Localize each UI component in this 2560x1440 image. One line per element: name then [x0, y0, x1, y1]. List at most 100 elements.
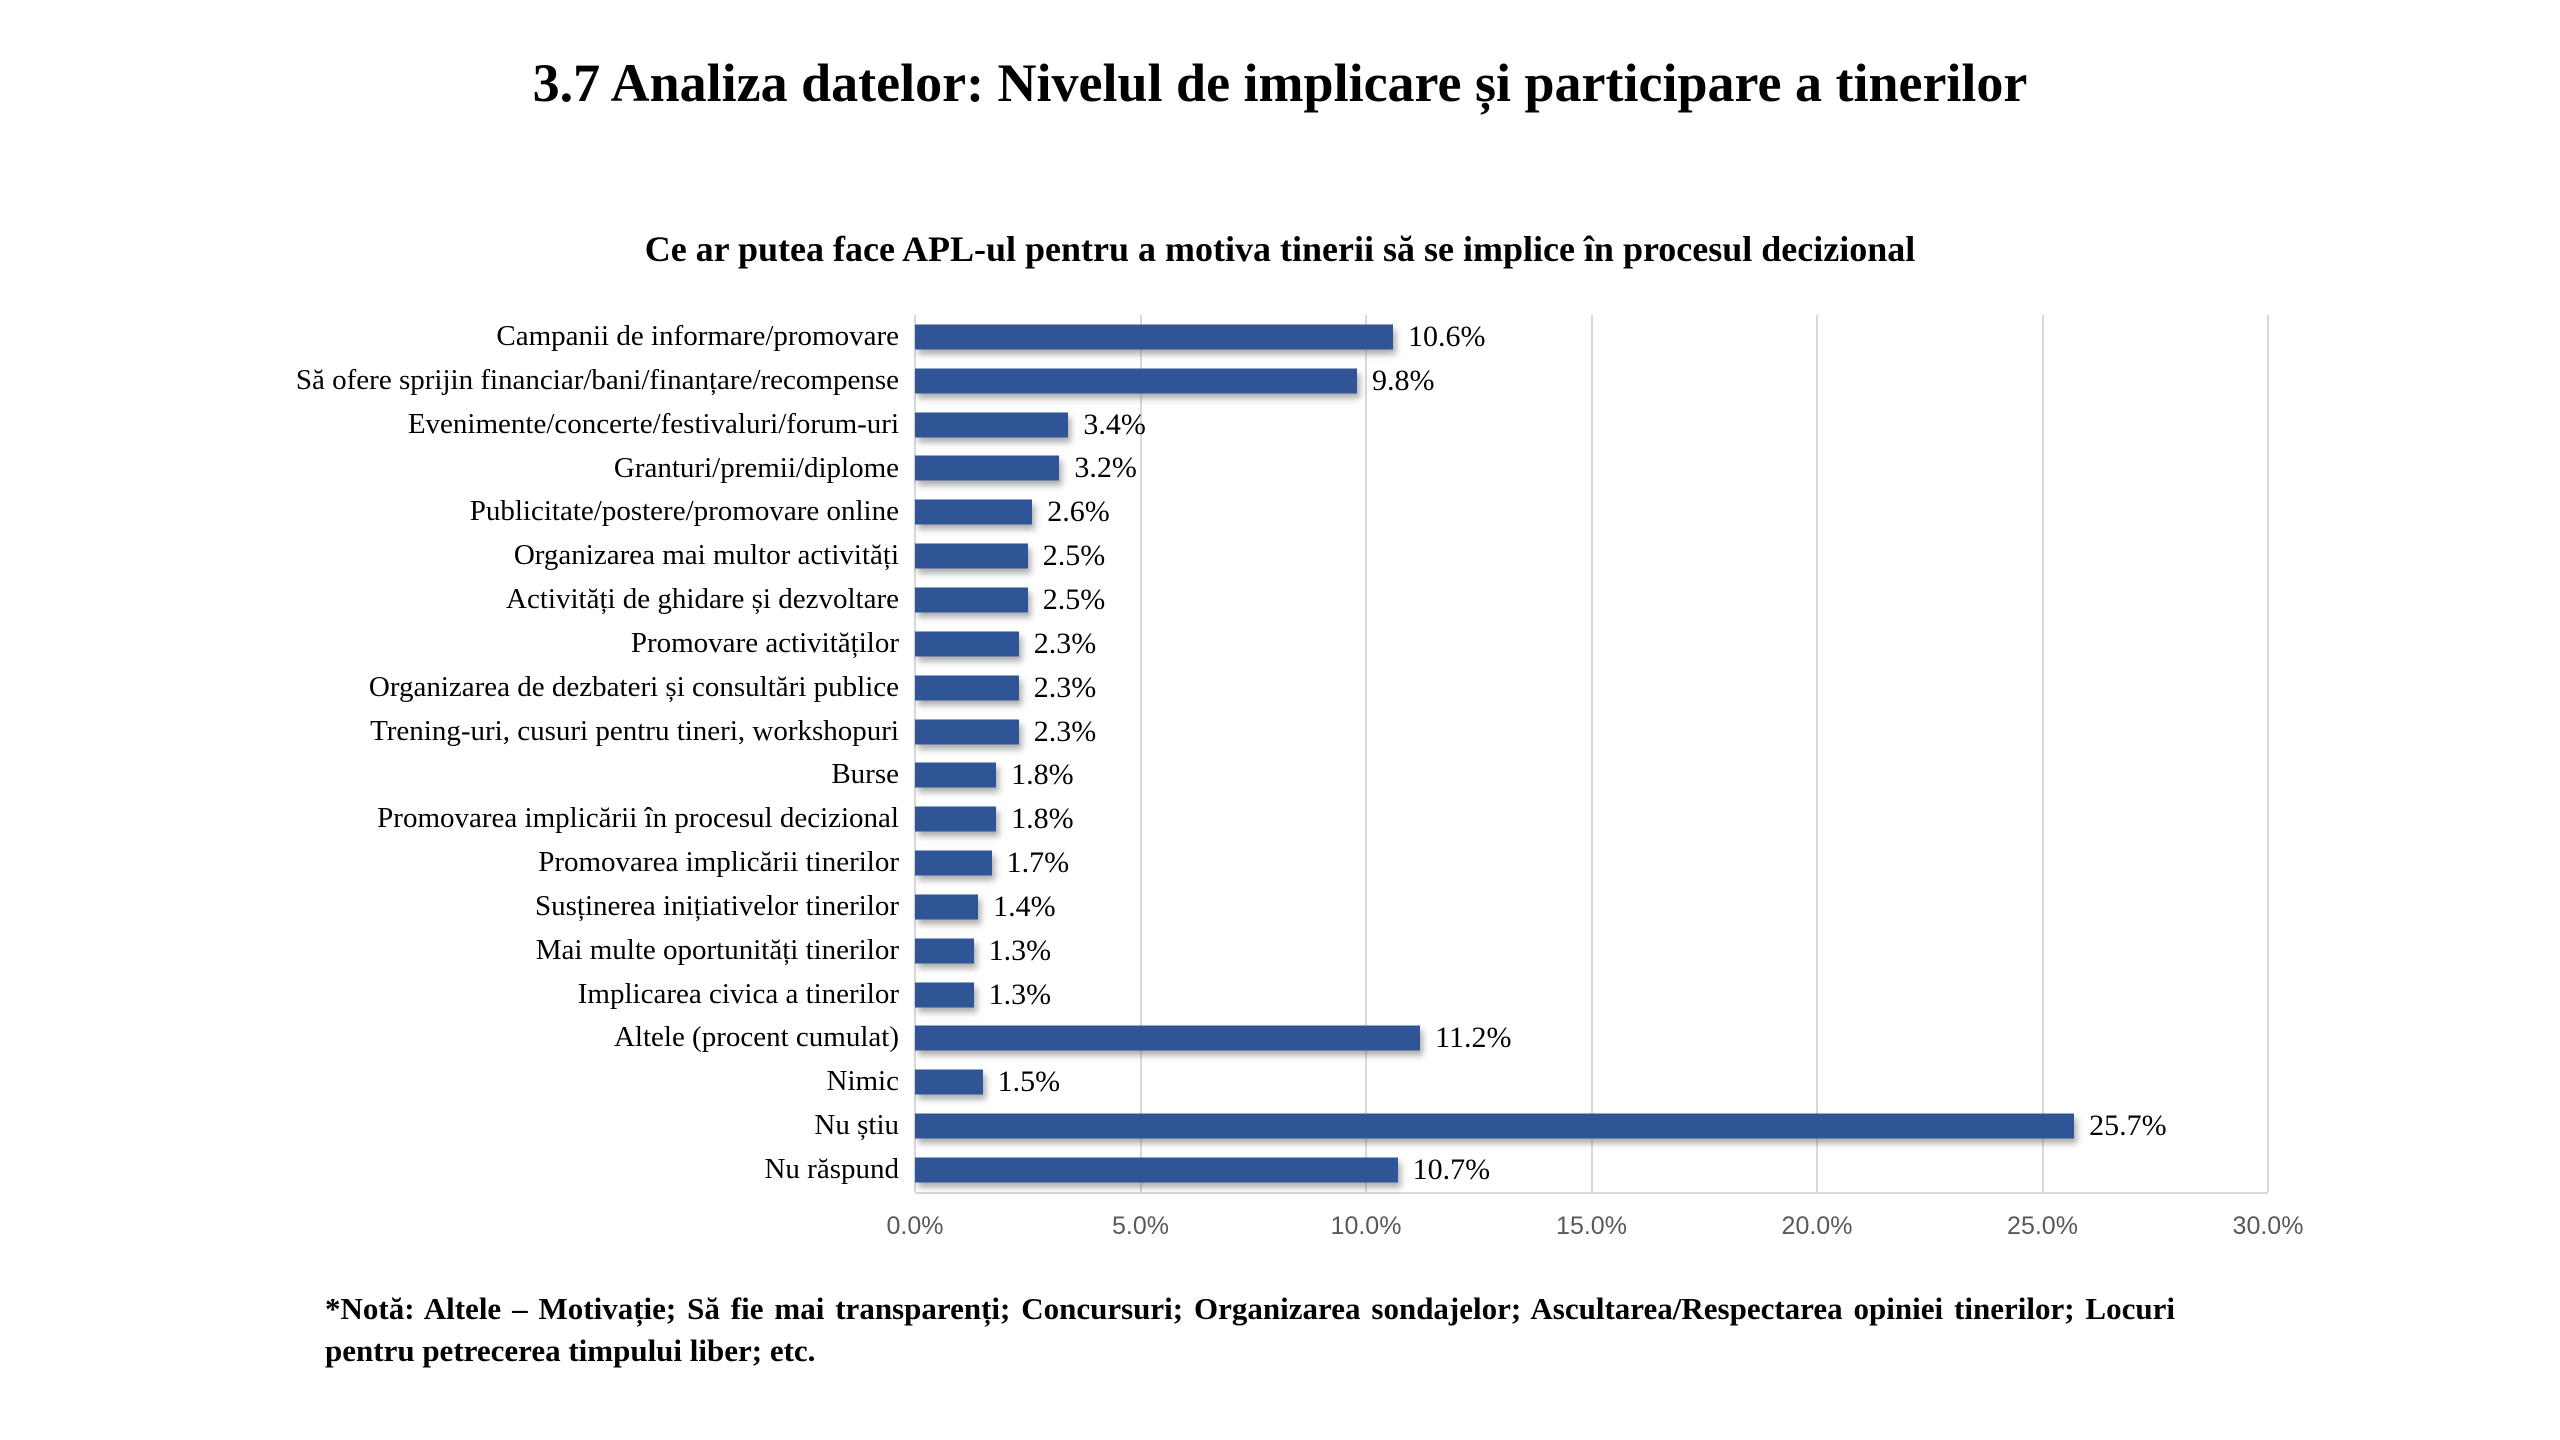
bar-track: 25.7%	[915, 1104, 2268, 1148]
gridline	[1365, 315, 1367, 1192]
chart-row: Nu răspund 10.7%	[205, 1148, 2268, 1192]
bar	[915, 631, 1019, 657]
value-label: 1.3%	[988, 977, 1052, 1011]
bar-track: 2.3%	[915, 622, 2268, 666]
category-label: Activități de ghidare și dezvoltare	[506, 583, 899, 616]
category-label: Nu răspund	[764, 1153, 899, 1185]
chart-row: Promovare activităților 2.3%	[205, 622, 2268, 666]
bar	[915, 938, 974, 964]
x-axis: 0.0% 5.0% 10.0% 15.0% 20.0% 25.0% 30.0%	[887, 1212, 2304, 1252]
category-label: Granturi/premii/diplome	[613, 451, 899, 484]
gridline	[2041, 315, 2044, 1192]
chart-row: Nu știu 25.7%	[205, 1104, 2268, 1148]
bar	[915, 762, 997, 788]
value-label: 11.2%	[1435, 1021, 1512, 1055]
bar-track: 1.3%	[915, 929, 2268, 973]
category-label: Promovarea implicării tinerilor	[538, 846, 899, 879]
x-axis-tick-label: 25.0%	[2007, 1212, 2078, 1240]
bar	[915, 894, 979, 920]
bar	[915, 587, 1028, 613]
bar-track: 1.8%	[915, 753, 2268, 797]
value-label: 10.7%	[1412, 1152, 1491, 1186]
gridline	[1590, 315, 1593, 1192]
chart-row: Publicitate/postere/promovare online 2.6%	[205, 490, 2268, 534]
category-label: Nimic	[826, 1065, 900, 1098]
bar-track: 1.7%	[915, 841, 2268, 885]
bar-track: 2.6%	[915, 490, 2268, 534]
category-label: Nu știu	[814, 1109, 899, 1142]
category-label: Altele (procent cumulat)	[613, 1021, 899, 1054]
footnote: *Notă: Altele – Motivație; Să fie mai tr…	[325, 1291, 2175, 1368]
bar-track: 10.7%	[915, 1148, 2268, 1192]
bar-track: 1.4%	[915, 885, 2268, 929]
value-label: 25.7%	[2089, 1109, 2167, 1143]
value-label: 3.4%	[1083, 407, 1146, 441]
chart-row: Evenimente/concerte/festivaluri/forum-ur…	[205, 403, 2268, 447]
bar	[915, 850, 992, 876]
gridline	[1139, 315, 1142, 1192]
value-label: 10.6%	[1408, 319, 1486, 353]
category-label: Susținerea inițiativelor tinerilor	[534, 889, 899, 922]
bar	[915, 1157, 1398, 1183]
value-label: 2.3%	[1033, 626, 1097, 660]
bar-track: 2.5%	[915, 578, 2268, 622]
chart-row: Nimic 1.5%	[205, 1060, 2268, 1104]
bar	[915, 324, 1394, 350]
chart-row: Campanii de informare/promovare 10.6%	[205, 315, 2268, 359]
bar-track: 1.8%	[915, 797, 2268, 841]
bar	[915, 982, 974, 1008]
category-label: Să ofere sprijin financiar/bani/finanțar…	[295, 363, 899, 396]
bar	[915, 368, 1357, 394]
category-label: Evenimente/concerte/festivaluri/forum-ur…	[407, 407, 899, 440]
category-label: Organizarea de dezbateri și consultări p…	[368, 670, 899, 703]
bar	[915, 675, 1019, 701]
chart-row: Susținerea inițiativelor tinerilor 1.4%	[205, 885, 2268, 929]
chart-row: Altele (procent cumulat) 11.2%	[205, 1017, 2268, 1061]
value-label: 2.5%	[1042, 582, 1106, 616]
bar-track: 10.6%	[915, 315, 2268, 359]
bar	[915, 719, 1019, 745]
x-axis-tick-label: 10.0%	[1330, 1212, 1402, 1240]
x-axis-tick-label: 20.0%	[1781, 1212, 1853, 1240]
bar-track: 9.8%	[915, 359, 2268, 403]
chart-row: Granturi/premii/diplome 3.2%	[205, 447, 2268, 491]
chart-row: Burse 1.8%	[205, 753, 2268, 797]
category-label: Publicitate/postere/promovare online	[469, 495, 899, 528]
value-label: 3.2%	[1074, 451, 1137, 485]
value-label: 2.5%	[1042, 539, 1106, 573]
bar-track: 1.3%	[915, 973, 2268, 1017]
bar	[915, 412, 1069, 438]
bar-chart-plot-area	[914, 315, 2269, 1194]
bar	[915, 1113, 2075, 1139]
value-label: 2.3%	[1033, 670, 1097, 704]
bar-track: 3.2%	[915, 447, 2268, 491]
bar-chart-rows: Campanii de informare/promovare 10.6% Să o…	[205, 315, 2268, 1192]
bar-track: 2.3%	[915, 710, 2268, 754]
bar	[915, 499, 1033, 525]
gridline	[914, 315, 916, 1192]
x-axis-tick-label: 15.0%	[1556, 1212, 1627, 1240]
gridline	[2267, 315, 2269, 1192]
category-label: Implicarea civica a tinerilor	[577, 977, 899, 1010]
value-label: 2.6%	[1047, 495, 1110, 529]
chart-row: Organizarea de dezbateri și consultări p…	[205, 666, 2268, 710]
x-axis-tick-label: 30.0%	[2232, 1212, 2304, 1240]
category-label: Campanii de informare/promovare	[496, 319, 899, 352]
x-axis-tick-label: 5.0%	[1112, 1212, 1169, 1240]
value-label: 1.3%	[988, 933, 1052, 967]
chart-row: Promovarea implicării în procesul decizi…	[205, 797, 2268, 841]
value-label: 1.7%	[1006, 846, 1070, 880]
chart-title: Ce ar putea face APL-ul pentru a motiva …	[644, 229, 1916, 269]
value-label: 1.4%	[993, 889, 1056, 923]
chart-row: Promovarea implicării tinerilor 1.7%	[205, 841, 2268, 885]
category-label: Promovare activităților	[630, 626, 899, 659]
bar	[915, 1025, 1421, 1051]
chart-row: Activități de ghidare și dezvoltare 2.5%	[205, 578, 2268, 622]
page-title: 3.7 Analiza datelor: Nivelul de implicar…	[532, 53, 2028, 113]
bar-track: 1.5%	[915, 1060, 2268, 1104]
category-label: Promovarea implicării în procesul decizi…	[377, 802, 899, 835]
category-label: Trening-uri, cusuri pentru tineri, works…	[370, 714, 899, 747]
category-label: Burse	[831, 758, 899, 791]
gridline	[1816, 315, 1818, 1192]
bar-track: 2.5%	[915, 534, 2268, 578]
